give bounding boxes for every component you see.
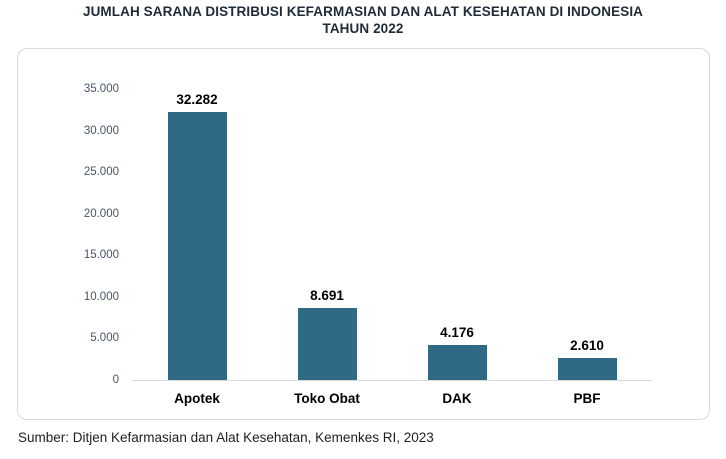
y-axis-tick-label: 10.000 [83, 290, 119, 303]
y-axis-tick-label: 30.000 [83, 124, 119, 137]
bar-toko-obat [297, 308, 357, 380]
y-axis-tick-label: 35.000 [83, 83, 119, 95]
x-axis-category-label: Toko Obat [294, 391, 360, 406]
y-axis-tick-label: 15.000 [83, 249, 119, 262]
bar-value-label: 8.691 [310, 288, 344, 303]
chart-title: JUMLAH SARANA DISTRIBUSI KEFARMASIAN DAN… [0, 3, 726, 37]
x-axis-category-label: Apotek [174, 391, 220, 406]
x-axis-category-label: PBF [573, 391, 601, 406]
chart-title-line1: JUMLAH SARANA DISTRIBUSI KEFARMASIAN DAN… [82, 4, 644, 19]
plot-area: 0 5.000 10.000 15.000 20.000 25.000 30.000 35.0… [18, 49, 709, 419]
y-axis-tick-label: 20.000 [83, 207, 119, 220]
bar-value-label: 32.282 [176, 92, 218, 107]
x-axis-category-label: DAK [442, 391, 472, 406]
bar-value-label: 4.176 [440, 325, 474, 340]
bar-dak [427, 345, 487, 380]
bar-apotek [167, 112, 227, 380]
bar-pbf [557, 358, 617, 380]
bar-value-label: 2.610 [570, 338, 604, 353]
y-axis-tick-label: 5.000 [90, 332, 119, 345]
y-axis-tick-label: 0 [112, 374, 119, 386]
y-axis-tick-label: 25.000 [83, 166, 119, 179]
chart-panel: 0 5.000 10.000 15.000 20.000 25.000 30.000 35.0… [17, 48, 710, 420]
source-caption: Sumber: Ditjen Kefarmasian dan Alat Kese… [18, 430, 434, 445]
x-axis-line [132, 380, 652, 381]
chart-title-line2: TAHUN 2022 [322, 21, 404, 36]
